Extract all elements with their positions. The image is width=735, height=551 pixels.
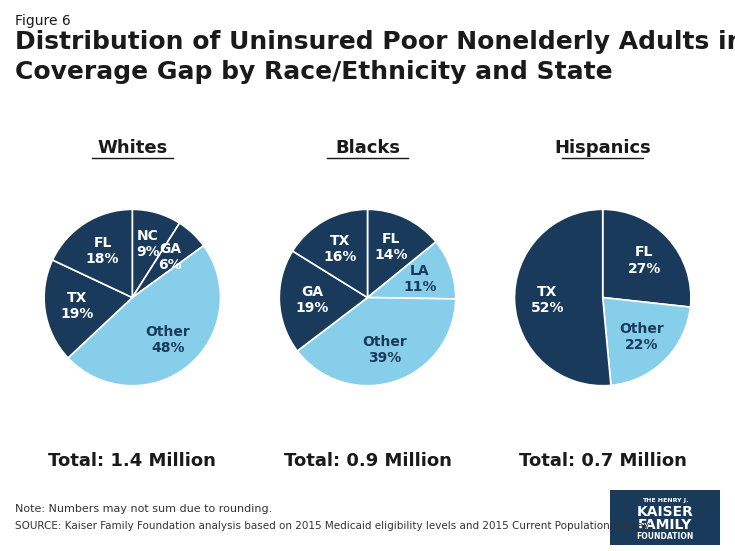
Text: FAMILY: FAMILY <box>638 517 692 532</box>
Text: NC
9%: NC 9% <box>136 229 159 260</box>
Wedge shape <box>603 298 690 385</box>
Text: Other
22%: Other 22% <box>620 322 664 352</box>
Text: Total: 1.4 Million: Total: 1.4 Million <box>49 452 216 470</box>
Text: Figure 6: Figure 6 <box>15 14 71 28</box>
Wedge shape <box>279 251 368 351</box>
Wedge shape <box>68 246 220 386</box>
Text: TX
52%: TX 52% <box>531 285 564 315</box>
Text: THE HENRY J.: THE HENRY J. <box>642 498 689 503</box>
Text: LA
11%: LA 11% <box>404 264 437 294</box>
Text: Whites: Whites <box>97 139 168 157</box>
Text: TX
19%: TX 19% <box>61 291 94 321</box>
Text: Total: 0.9 Million: Total: 0.9 Million <box>284 452 451 470</box>
Text: FL
14%: FL 14% <box>375 233 408 262</box>
Text: KAISER: KAISER <box>637 505 694 520</box>
Text: FL
27%: FL 27% <box>628 245 661 276</box>
Wedge shape <box>132 223 204 298</box>
Wedge shape <box>603 209 691 307</box>
Wedge shape <box>52 209 132 298</box>
Text: SOURCE: Kaiser Family Foundation analysis based on 2015 Medicaid eligibility lev: SOURCE: Kaiser Family Foundation analysi… <box>15 521 650 531</box>
Text: TX
16%: TX 16% <box>324 234 357 264</box>
Text: Hispanics: Hispanics <box>554 139 651 157</box>
Wedge shape <box>293 209 368 298</box>
Text: GA
19%: GA 19% <box>295 285 329 315</box>
Text: Note: Numbers may not sum due to rounding.: Note: Numbers may not sum due to roundin… <box>15 504 272 514</box>
Text: FL
18%: FL 18% <box>86 235 119 266</box>
Text: Distribution of Uninsured Poor Nonelderly Adults in the
Coverage Gap by Race/Eth: Distribution of Uninsured Poor Nonelderl… <box>15 30 735 84</box>
Text: FOUNDATION: FOUNDATION <box>637 532 694 541</box>
Wedge shape <box>368 242 456 299</box>
Text: Total: 0.7 Million: Total: 0.7 Million <box>519 452 686 470</box>
Wedge shape <box>368 209 436 298</box>
Text: Other
39%: Other 39% <box>362 335 407 365</box>
Text: GA
6%: GA 6% <box>159 242 182 272</box>
Text: Blacks: Blacks <box>335 139 400 157</box>
Wedge shape <box>132 209 179 298</box>
Wedge shape <box>298 298 456 386</box>
Text: Other
48%: Other 48% <box>146 325 190 355</box>
Wedge shape <box>44 260 132 358</box>
Wedge shape <box>514 209 611 386</box>
